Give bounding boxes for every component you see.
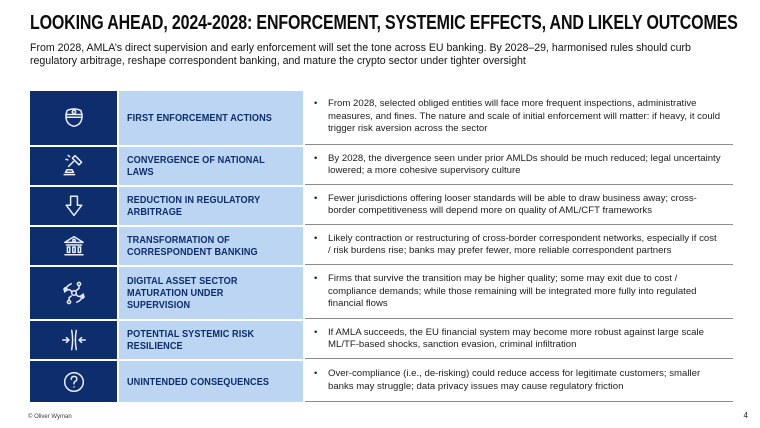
table-row: FIRST ENFORCEMENT ACTIONS From 2028, sel… xyxy=(30,91,733,146)
question-circle-icon xyxy=(63,371,84,392)
row-icon-cell xyxy=(30,187,117,226)
row-icon-cell xyxy=(30,267,117,320)
row-label-cell: DIGITAL ASSET SECTOR MATURATION UNDER SU… xyxy=(119,267,303,320)
row-icon xyxy=(58,324,90,356)
outcomes-table: FIRST ENFORCEMENT ACTIONS From 2028, sel… xyxy=(30,91,733,403)
row-icon-cell xyxy=(30,227,117,266)
page-number: 4 xyxy=(743,411,748,420)
row-icon xyxy=(58,277,90,309)
row-text-cell: Fewer jurisdictions offering looser stan… xyxy=(305,187,733,226)
bullet-list: Fewer jurisdictions offering looser stan… xyxy=(311,193,721,218)
bullet-list: Firms that survive the transition may be… xyxy=(311,273,721,311)
row-text-cell: From 2028, selected obliged entities wil… xyxy=(305,91,733,146)
row-text-cell: Likely contraction or restructuring of c… xyxy=(305,227,733,266)
bullet-item: From 2028, selected obliged entities wil… xyxy=(311,98,721,136)
table-row: UNINTENDED CONSEQUENCES Over-compliance … xyxy=(30,361,733,403)
table-row: DIGITAL ASSET SECTOR MATURATION UNDER SU… xyxy=(30,267,733,320)
table-row: POTENTIAL SYSTEMIC RISK RESILIENCE If AM… xyxy=(30,321,733,360)
table-row: TRANSFORMATION OF CORRESPONDENT BANKING … xyxy=(30,227,733,266)
copyright-text: © Oliver Wyman xyxy=(28,414,72,420)
row-icon xyxy=(58,150,90,182)
row-label-cell: TRANSFORMATION OF CORRESPONDENT BANKING xyxy=(119,227,303,266)
table-row: REDUCTION IN REGULATORY ARBITRAGE Fewer … xyxy=(30,187,733,226)
row-label: CONVERGENCE OF NATIONAL LAWS xyxy=(127,154,265,179)
row-label: UNINTENDED CONSEQUENCES xyxy=(127,375,270,388)
row-label-cell: UNINTENDED CONSEQUENCES xyxy=(119,361,303,403)
row-icon-cell xyxy=(30,147,117,186)
digital-circuit-icon xyxy=(62,281,85,305)
bullet-item: Firms that survive the transition may be… xyxy=(311,273,721,311)
row-text-cell: Firms that survive the transition may be… xyxy=(305,267,733,320)
row-icon xyxy=(58,366,90,398)
page-title: LOOKING AHEAD, 2024-2028: ENFORCEMENT, S… xyxy=(30,12,738,34)
row-label: POTENTIAL SYSTEMIC RISK RESILIENCE xyxy=(127,328,255,353)
row-icon-cell xyxy=(30,91,117,146)
bullet-item: Over-compliance (i.e., de-risking) could… xyxy=(311,368,721,393)
row-label-cell: FIRST ENFORCEMENT ACTIONS xyxy=(119,91,303,146)
row-label: TRANSFORMATION OF CORRESPONDENT BANKING xyxy=(127,234,258,259)
bullet-item: By 2028, the divergence seen under prior… xyxy=(311,153,721,178)
row-label: DIGITAL ASSET SECTOR MATURATION UNDER SU… xyxy=(127,275,238,312)
row-label-cell: REDUCTION IN REGULATORY ARBITRAGE xyxy=(119,187,303,226)
bullet-item: If AMLA succeeds, the EU financial syste… xyxy=(311,327,721,352)
bullet-item: Fewer jurisdictions offering looser stan… xyxy=(311,193,721,218)
bullet-list: Over-compliance (i.e., de-risking) could… xyxy=(311,368,721,393)
row-text-cell: If AMLA succeeds, the EU financial syste… xyxy=(305,321,733,360)
table-row: CONVERGENCE OF NATIONAL LAWS By 2028, th… xyxy=(30,147,733,186)
row-label-cell: CONVERGENCE OF NATIONAL LAWS xyxy=(119,147,303,186)
row-text-cell: By 2028, the divergence seen under prior… xyxy=(305,147,733,186)
row-label: REDUCTION IN REGULATORY ARBITRAGE xyxy=(127,194,261,219)
down-arrow-icon xyxy=(64,195,83,217)
row-icon-cell xyxy=(30,321,117,360)
bullet-list: From 2028, selected obliged entities wil… xyxy=(311,98,721,136)
bullet-list: By 2028, the divergence seen under prior… xyxy=(311,153,721,178)
gavel-icon xyxy=(62,154,82,176)
row-label-cell: POTENTIAL SYSTEMIC RISK RESILIENCE xyxy=(119,321,303,360)
bullet-item: Likely contraction or restructuring of c… xyxy=(311,233,721,258)
row-text-cell: Over-compliance (i.e., de-risking) could… xyxy=(305,361,733,403)
page-subtitle: From 2028, AMLA’s direct supervision and… xyxy=(30,42,691,67)
bullet-list: If AMLA succeeds, the EU financial syste… xyxy=(311,327,721,352)
police-cap-icon xyxy=(64,108,83,128)
row-icon xyxy=(58,190,90,222)
row-label: FIRST ENFORCEMENT ACTIONS xyxy=(127,112,272,125)
row-icon-cell xyxy=(30,361,117,403)
converging-arrows-icon xyxy=(61,329,86,351)
bank-icon xyxy=(63,236,84,256)
row-icon xyxy=(58,230,90,262)
bullet-list: Likely contraction or restructuring of c… xyxy=(311,233,721,258)
row-icon xyxy=(58,102,90,134)
